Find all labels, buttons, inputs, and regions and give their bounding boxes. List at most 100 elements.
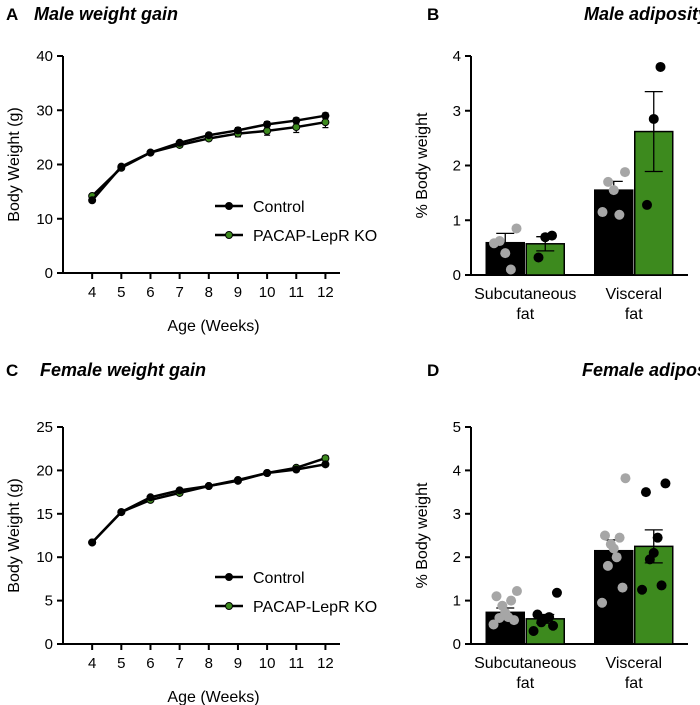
y-tick-label: 1: [453, 212, 461, 229]
y-tick-label: 4: [453, 462, 461, 479]
data-point: [292, 465, 301, 474]
panel-title: Female weight gain: [40, 360, 206, 380]
data-point: [533, 252, 544, 263]
y-tick-label: 3: [453, 103, 461, 120]
y-tick-label: 5: [45, 593, 53, 610]
x-tick-label: 11: [288, 284, 304, 301]
x-category-label-line: Visceral: [605, 286, 662, 303]
x-tick-label: 4: [88, 655, 96, 672]
data-point: [146, 493, 155, 502]
legend-marker: [225, 602, 233, 610]
x-tick-label: 6: [146, 655, 154, 672]
data-point: [292, 123, 301, 132]
y-tick-label: 10: [36, 549, 53, 566]
x-tick-label: 7: [175, 284, 183, 301]
data-point: [660, 478, 671, 489]
bar: [594, 549, 634, 645]
y-tick-label: 40: [36, 48, 53, 65]
data-point: [597, 207, 608, 218]
data-point: [204, 131, 213, 140]
data-point: [652, 532, 663, 543]
y-tick-label: 10: [36, 211, 53, 228]
data-point: [644, 554, 655, 565]
data-point: [620, 473, 631, 484]
y-tick-label: 20: [36, 462, 53, 479]
x-tick-label: 6: [146, 284, 154, 301]
data-point: [532, 609, 543, 620]
x-category-label-line: fat: [516, 306, 534, 323]
y-tick-label: 0: [453, 267, 461, 284]
legend-marker: [225, 231, 233, 239]
x-category-label-line: Subcutaneous: [474, 655, 576, 672]
legend-label: PACAP-LepR KO: [253, 599, 377, 616]
data-point: [551, 587, 562, 598]
x-category-label-line: Visceral: [605, 655, 662, 672]
legend-label: PACAP-LepR KO: [253, 228, 377, 245]
x-tick-label: 10: [259, 284, 276, 301]
x-category-label: Visceral fat: [605, 286, 662, 323]
x-tick-label: 8: [205, 284, 213, 301]
panel-title: Female adiposity: [582, 360, 700, 380]
data-point: [505, 264, 516, 275]
data-point: [614, 209, 625, 220]
y-tick-label: 30: [36, 102, 53, 119]
data-point: [491, 591, 502, 602]
data-point: [321, 111, 330, 120]
data-point: [511, 223, 522, 234]
x-tick-label: 5: [117, 284, 125, 301]
data-point: [494, 612, 505, 623]
x-category-label-line: Subcutaneous: [474, 286, 576, 303]
x-axis-title: Age (Weeks): [167, 689, 259, 705]
data-point: [292, 116, 301, 125]
x-tick-label: 10: [259, 655, 276, 672]
data-point: [175, 486, 184, 495]
data-point: [88, 196, 97, 205]
data-point: [548, 620, 559, 631]
x-category-label-line: fat: [625, 675, 643, 692]
data-point: [263, 469, 272, 478]
y-tick-label: 20: [36, 157, 53, 174]
legend-label: Control: [253, 199, 305, 216]
x-tick-label: 12: [317, 284, 334, 301]
category-group: Subcutaneous fat: [474, 223, 576, 323]
category-group: Visceral fat: [594, 61, 674, 323]
panel-a: A Male weight gain 0 10 20 30 40 Body Weight (g…: [6, 4, 377, 335]
x-tick-label: 12: [317, 655, 334, 672]
data-point: [233, 126, 242, 135]
data-point: [540, 232, 551, 243]
panel-letter: A: [6, 5, 18, 24]
category-group: Visceral fat: [594, 473, 674, 692]
y-tick-label: 3: [453, 506, 461, 523]
data-point: [614, 532, 625, 543]
legend-label: Control: [253, 570, 305, 587]
category-group: Subcutaneous fat: [474, 586, 576, 692]
data-point: [263, 120, 272, 129]
x-category-label: Subcutaneous fat: [474, 655, 576, 692]
x-category-label-line: fat: [625, 306, 643, 323]
legend: Control PACAP-LepR KO: [215, 570, 377, 616]
data-point: [536, 617, 547, 628]
x-tick-label: 9: [234, 655, 242, 672]
y-axis-title: Body Weight (g): [6, 107, 23, 221]
x-tick-label: 4: [88, 284, 96, 301]
y-tick-label: 15: [36, 506, 53, 523]
bar: [594, 189, 634, 276]
data-point: [603, 176, 614, 187]
x-tick-label: 5: [117, 655, 125, 672]
data-point: [506, 595, 517, 606]
data-point: [656, 580, 667, 591]
data-point: [637, 584, 648, 595]
panel-letter: D: [427, 361, 439, 380]
data-point: [640, 487, 651, 498]
x-tick-label: 7: [175, 655, 183, 672]
data-point: [233, 476, 242, 485]
data-point: [608, 185, 619, 196]
y-tick-label: 2: [453, 158, 461, 175]
y-axis-title: % Body weight: [414, 112, 431, 218]
panel-title: Male weight gain: [34, 4, 178, 24]
data-point: [489, 238, 499, 249]
data-point: [611, 552, 622, 563]
y-tick-label: 0: [45, 265, 53, 282]
x-tick-label: 9: [234, 284, 242, 301]
